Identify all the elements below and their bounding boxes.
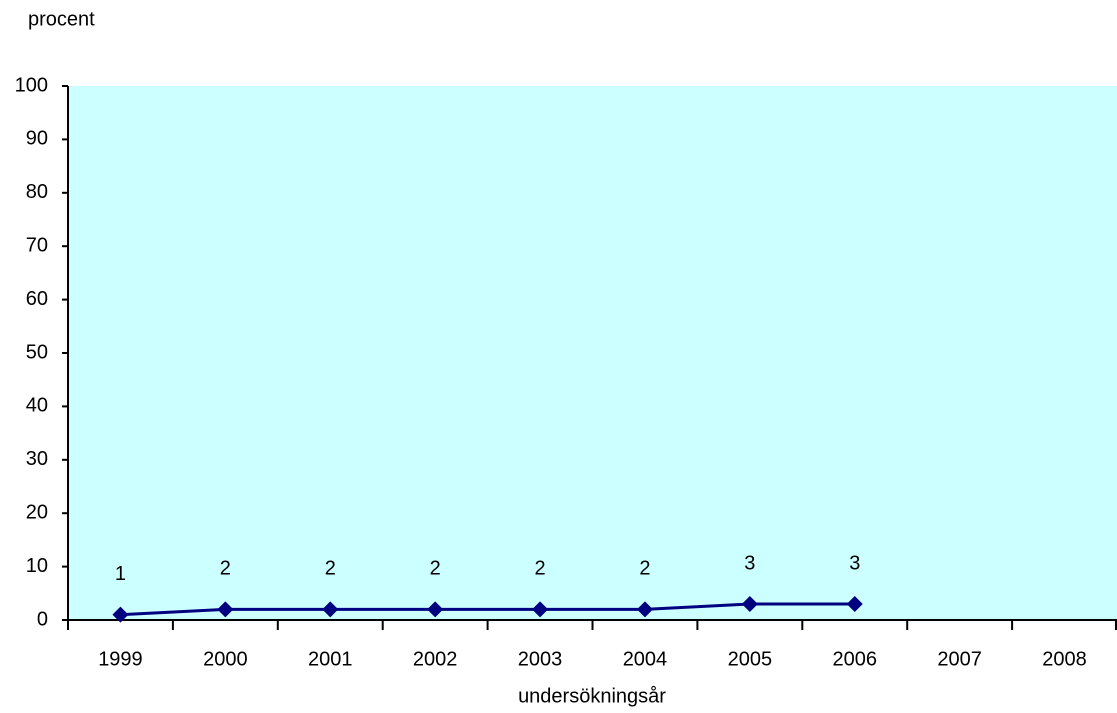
x-tick-label: 2003 — [518, 648, 563, 670]
data-label: 3 — [849, 552, 860, 574]
data-label: 2 — [325, 558, 336, 580]
y-tick-label: 90 — [26, 128, 48, 150]
data-label: 3 — [744, 552, 755, 574]
x-tick-label: 2004 — [623, 648, 668, 670]
y-tick-label: 70 — [26, 234, 48, 256]
y-tick-label: 20 — [26, 501, 48, 523]
data-label: 2 — [220, 558, 231, 580]
plot-area — [68, 86, 1117, 620]
data-label: 2 — [639, 558, 650, 580]
data-line — [120, 602, 855, 617]
data-marker — [636, 601, 653, 618]
y-tick-label: 50 — [26, 341, 48, 363]
data-marker — [322, 601, 339, 618]
data-label: 2 — [430, 558, 441, 580]
x-tick-label: 2000 — [203, 648, 248, 670]
data-marker — [217, 601, 234, 618]
x-tick-label: 2006 — [833, 648, 878, 670]
x-tick-label: 2005 — [728, 648, 773, 670]
y-tick-label: 60 — [26, 288, 48, 310]
data-label: 1 — [115, 563, 126, 585]
x-tick-label: 1999 — [98, 648, 143, 670]
data-marker — [532, 601, 549, 618]
x-tick-label: 2008 — [1042, 648, 1087, 670]
data-marker — [741, 595, 758, 612]
x-tick-label: 2007 — [937, 648, 982, 670]
data-marker — [427, 601, 444, 618]
y-tick-label: 10 — [26, 555, 48, 577]
y-tick-label: 0 — [37, 608, 48, 630]
y-tick-label: 30 — [26, 448, 48, 470]
y-tick-label: 40 — [26, 395, 48, 417]
x-tick-label: 2001 — [308, 648, 353, 670]
data-marker — [846, 595, 863, 612]
x-tick-label: 2002 — [413, 648, 458, 670]
y-tick-label: 100 — [15, 74, 48, 96]
y-tick-label: 80 — [26, 181, 48, 203]
x-axis-label: undersökningsår — [518, 685, 666, 707]
data-marker — [112, 606, 129, 623]
data-label: 2 — [534, 558, 545, 580]
y-axis-label: procent — [28, 8, 95, 30]
